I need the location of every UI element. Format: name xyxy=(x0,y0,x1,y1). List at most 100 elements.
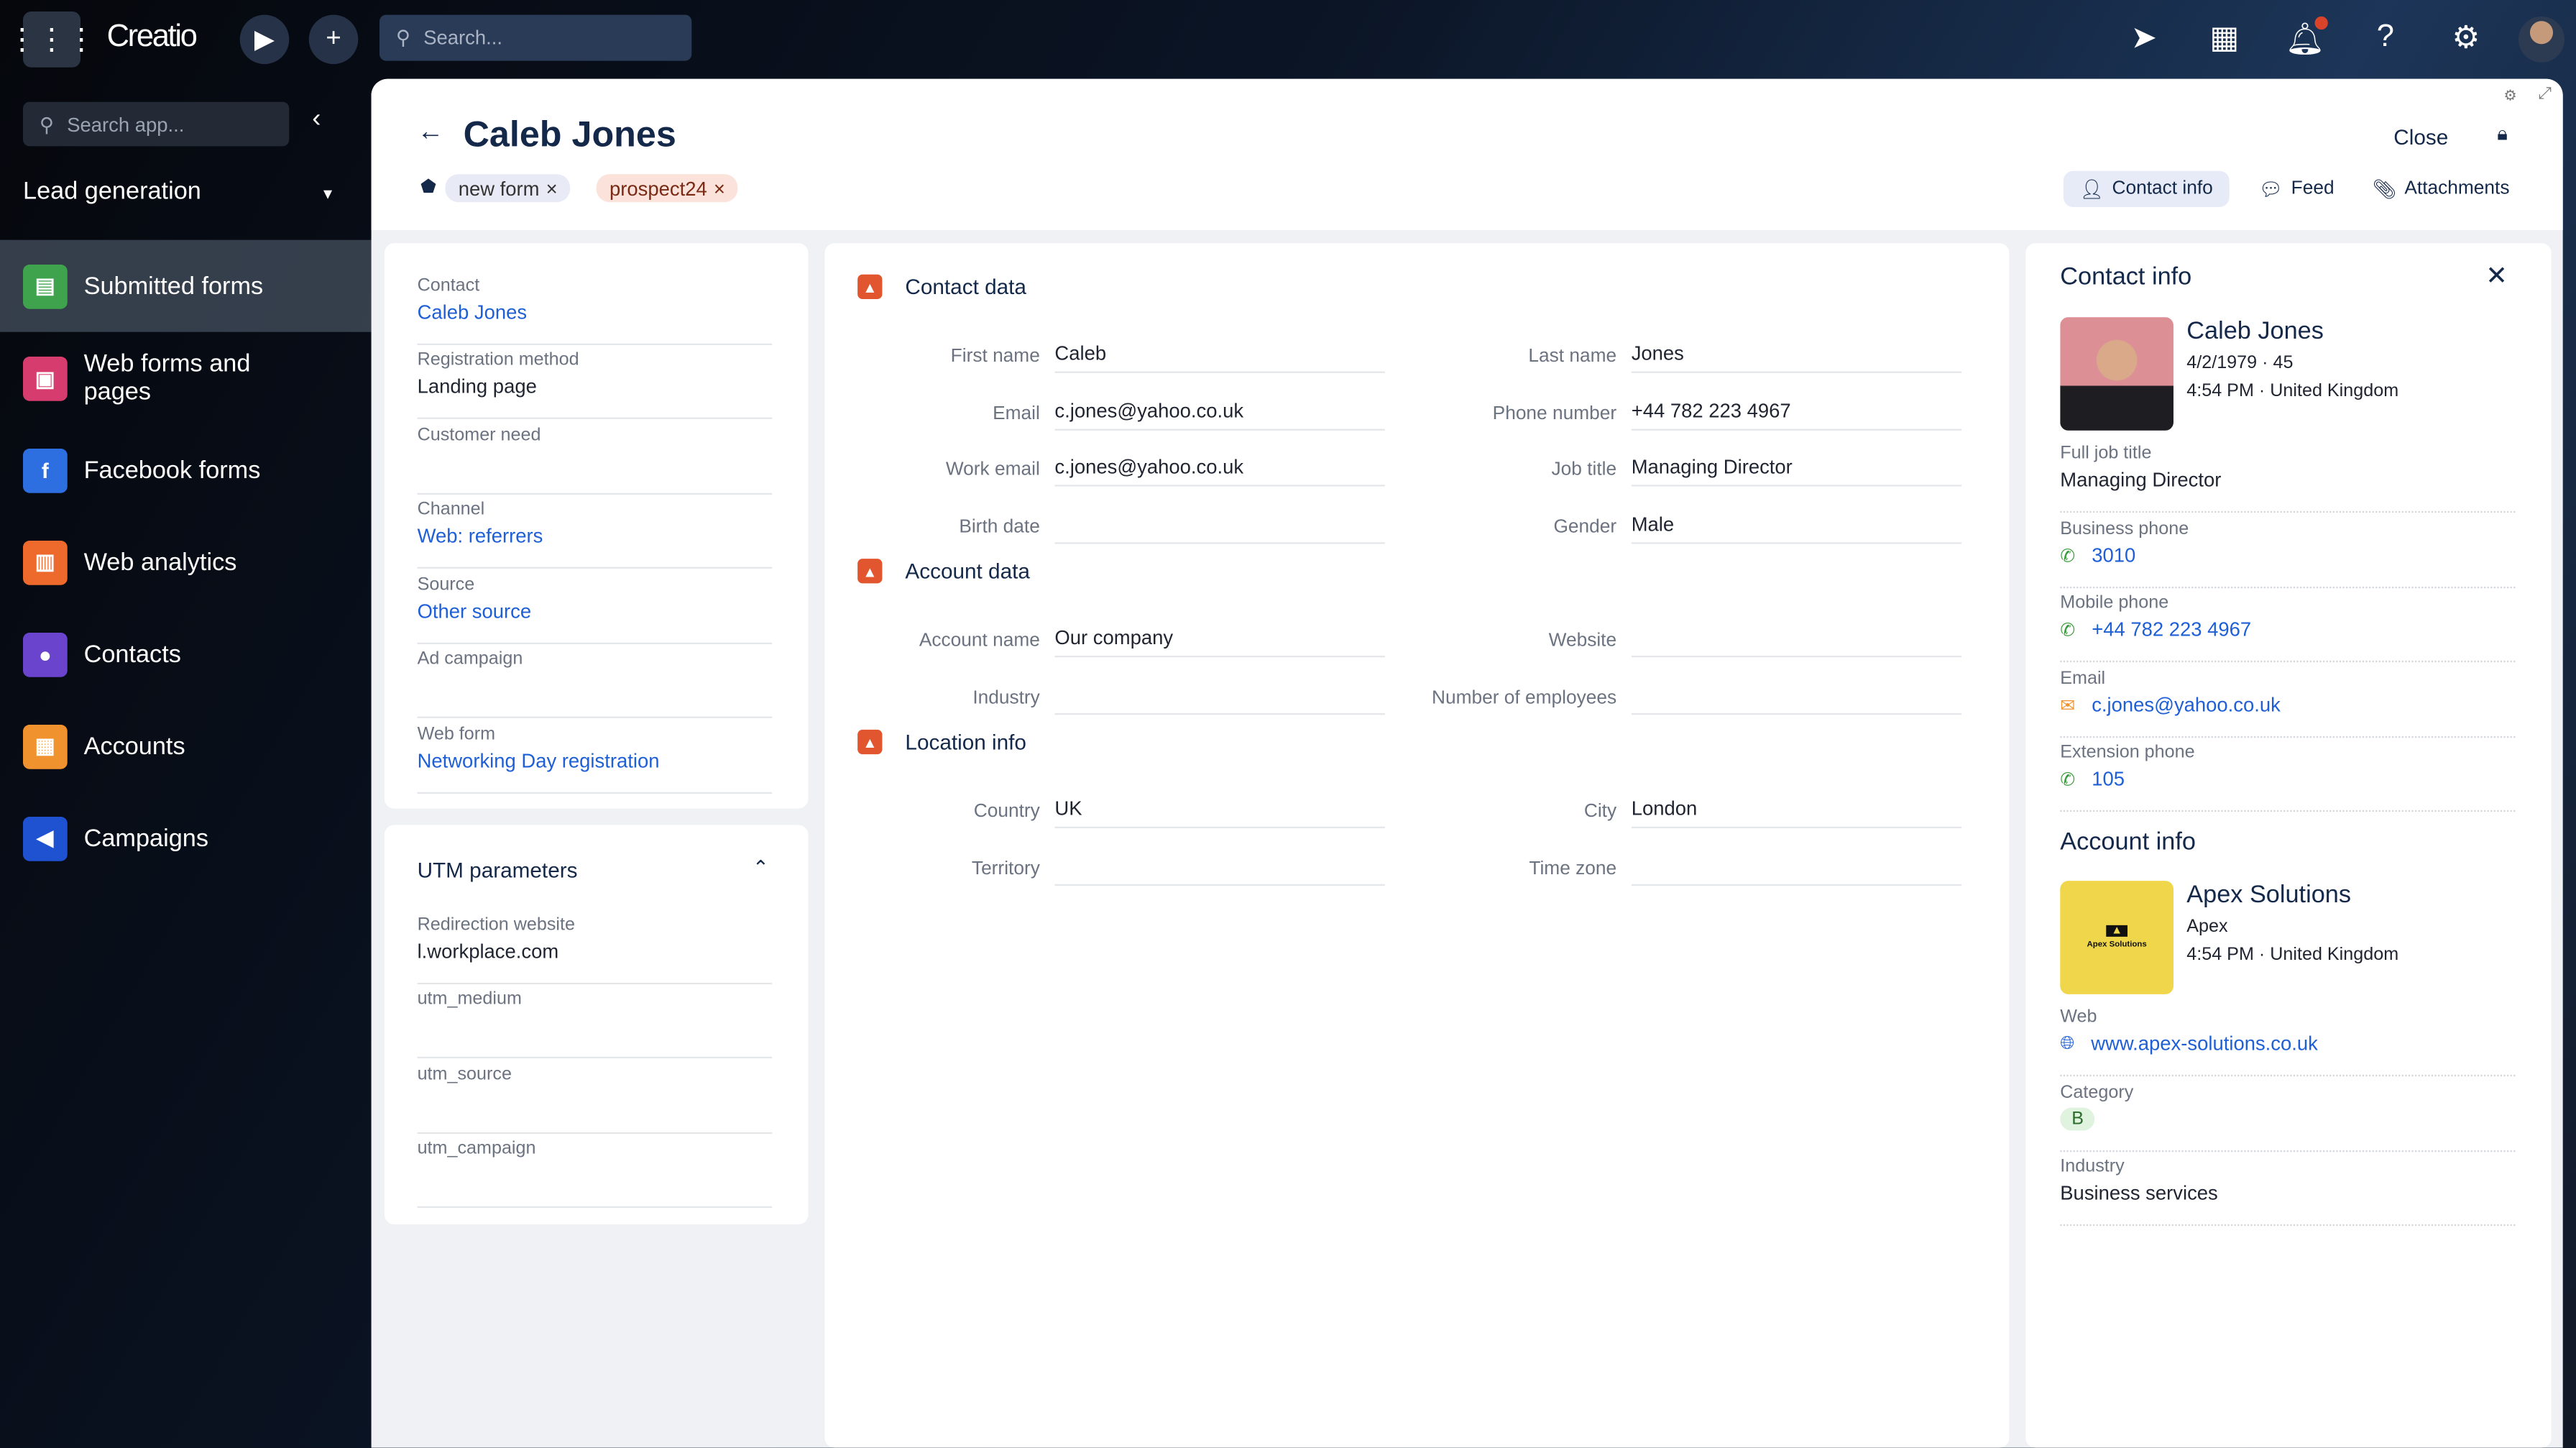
utm-card: UTM parameters ⌃ Redirection website l.wo… xyxy=(384,825,809,1224)
sidebar-item-web-forms[interactable]: ▣ Web forms and pages xyxy=(0,332,372,424)
add-button[interactable]: + xyxy=(308,14,359,65)
collapse-sidebar-icon[interactable]: ‹ xyxy=(312,105,321,134)
user-avatar[interactable] xyxy=(2518,16,2564,63)
field-web-form: Web form Networking Day registration xyxy=(417,725,773,794)
field-channel: Channel Web: referrers xyxy=(417,500,773,569)
field-account-name[interactable]: Account name Our company xyxy=(824,625,1385,658)
field-last-name[interactable]: Last name Jones xyxy=(1402,340,1962,373)
app-launcher-button[interactable]: ⋮⋮⋮ xyxy=(7,11,96,68)
remove-tag-icon[interactable]: × xyxy=(713,176,725,200)
category-badge: B xyxy=(2060,1107,2096,1131)
field-industry[interactable]: Industry xyxy=(824,682,1385,715)
analytics-icon: ▥ xyxy=(22,539,68,585)
field-work-email[interactable]: Work email c.jones@yahoo.co.uk xyxy=(824,454,1385,487)
tab-attachments[interactable]: 📎︎ Attachments xyxy=(2356,171,2526,207)
field-time-zone[interactable]: Time zone xyxy=(1402,853,1962,886)
envelope-icon: ✉ xyxy=(2060,695,2076,716)
field-country[interactable]: Country UK xyxy=(824,795,1385,828)
lock-icon[interactable]: 🔒︎ xyxy=(2497,122,2508,145)
contact-photo xyxy=(2060,317,2174,431)
person-icon: ● xyxy=(22,631,68,677)
sidebar-item-campaigns[interactable]: ◀ Campaigns xyxy=(0,792,372,884)
account-logo: ▲ Apex Solutions xyxy=(2060,881,2174,994)
field-redirection-website: Redirection website l.workplace.com xyxy=(417,915,773,985)
collapse-chevron-icon[interactable]: ⌃ xyxy=(752,856,769,879)
section-location-info[interactable]: ▲ Location info xyxy=(857,729,1026,755)
account-name[interactable]: Apex Solutions xyxy=(2186,881,2352,909)
field-website[interactable]: Website xyxy=(1402,625,1962,658)
field-first-name[interactable]: First name Caleb xyxy=(824,340,1385,373)
field-utm-campaign: utm_campaign xyxy=(417,1139,773,1208)
tag-icon: ⬟ xyxy=(420,177,436,198)
field-gender[interactable]: Gender Male xyxy=(1402,511,1962,544)
page-settings-icon[interactable]: ⚙ xyxy=(2503,87,2517,104)
phone-icon: ✆ xyxy=(2060,620,2076,641)
field-mobile-phone: Mobile phone ✆ +44 782 223 4967 xyxy=(2060,593,2516,663)
field-web: Web 🌐︎ www.apex-solutions.co.uk xyxy=(2060,1007,2516,1077)
field-business-phone: Business phone ✆ 3010 xyxy=(2060,519,2516,589)
field-industry: Industry Business services xyxy=(2060,1157,2516,1227)
sidebar-item-accounts[interactable]: ▦ Accounts xyxy=(0,700,372,792)
caret-down-icon: ▼ xyxy=(320,185,336,203)
account-time-country: 4:54 PM · United Kingdom xyxy=(2186,945,2399,965)
creatio-logo: Creatio xyxy=(106,19,198,55)
field-number-of-employees[interactable]: Number of employees xyxy=(1402,682,1962,715)
workspace-selector[interactable]: Lead generation ▼ xyxy=(22,177,336,206)
search-icon: ⚲ xyxy=(39,112,54,136)
search-icon: ⚲ xyxy=(395,26,410,50)
chat-icon: 💬︎ xyxy=(2258,180,2283,201)
sidebar-item-facebook-forms[interactable]: f Facebook forms xyxy=(0,424,372,516)
remove-tag-icon[interactable]: × xyxy=(546,176,558,200)
panel-title: Contact info xyxy=(2060,262,2192,291)
field-city[interactable]: City London xyxy=(1402,795,1962,828)
sidebar-item-web-analytics[interactable]: ▥ Web analytics xyxy=(0,516,372,608)
facebook-icon: f xyxy=(22,447,68,492)
local-time-country: 4:54 PM · United Kingdom xyxy=(2186,381,2399,401)
apps-icon[interactable]: ▦ xyxy=(2209,21,2240,56)
chevron-up-icon: ▲ xyxy=(857,729,883,755)
field-utm-source: utm_source xyxy=(417,1065,773,1135)
close-button[interactable]: Close xyxy=(2393,124,2449,150)
close-panel-icon[interactable]: ✕ xyxy=(2485,262,2508,291)
contact-name[interactable]: Caleb Jones xyxy=(2186,317,2324,345)
section-account-data[interactable]: ▲ Account data xyxy=(857,559,1030,584)
communication-panel-icon[interactable]: ➤ xyxy=(2130,21,2158,56)
field-birth-date[interactable]: Birth date xyxy=(824,511,1385,544)
field-job-title[interactable]: Job title Managing Director xyxy=(1402,454,1962,487)
back-arrow-icon[interactable]: ← xyxy=(417,118,444,147)
field-ad-campaign: Ad campaign xyxy=(417,649,773,718)
contact-info-panel: Contact info ✕ Caleb Jones 4/2/1979 · 45… xyxy=(2025,243,2552,1448)
gear-icon[interactable]: ⚙ xyxy=(2452,21,2480,56)
chevron-up-icon: ▲ xyxy=(857,274,883,299)
tab-contact-info[interactable]: 👤︎ Contact info xyxy=(2063,170,2230,207)
sidebar-item-submitted-forms[interactable]: ▤ Submitted forms xyxy=(0,239,372,332)
tag-chip[interactable]: new form × xyxy=(445,174,571,203)
field-territory[interactable]: Territory xyxy=(824,853,1385,886)
phone-icon: ✆ xyxy=(2060,769,2076,790)
help-icon[interactable]: ? xyxy=(2376,19,2394,55)
tag-chip[interactable]: prospect24 × xyxy=(596,174,739,203)
field-contact: Contact Caleb Jones xyxy=(417,276,773,345)
account-short-name: Apex xyxy=(2186,917,2228,937)
field-phone-number[interactable]: Phone number +44 782 223 4967 xyxy=(1402,398,1962,431)
page-title: Caleb Jones xyxy=(463,113,676,155)
section-contact-data[interactable]: ▲ Contact data xyxy=(857,274,1026,299)
field-customer-need: Customer need xyxy=(417,426,773,495)
field-utm-medium: utm_medium xyxy=(417,989,773,1058)
field-full-job-title: Full job title Managing Director xyxy=(2060,444,2516,513)
run-process-button[interactable]: ▶ xyxy=(239,14,290,65)
expand-icon[interactable]: ⤢ xyxy=(2538,85,2552,104)
megaphone-icon: ◀ xyxy=(22,815,68,861)
utm-title: UTM parameters xyxy=(417,858,578,883)
account-info-title: Account info xyxy=(2060,828,2196,856)
building-icon: ▦ xyxy=(22,723,68,769)
field-category: Category B xyxy=(2060,1083,2516,1153)
field-email[interactable]: Email c.jones@yahoo.co.uk xyxy=(824,398,1385,431)
record-header xyxy=(371,78,2563,230)
paperclip-icon: 📎︎ xyxy=(2372,180,2396,201)
global-search-input[interactable]: ⚲ Search... xyxy=(379,14,692,61)
chevron-up-icon: ▲ xyxy=(857,559,883,584)
tab-feed[interactable]: 💬︎ Feed xyxy=(2242,171,2350,207)
sidebar-item-contacts[interactable]: ● Contacts xyxy=(0,608,372,700)
app-search-input[interactable]: ⚲ Search app... xyxy=(22,101,290,147)
